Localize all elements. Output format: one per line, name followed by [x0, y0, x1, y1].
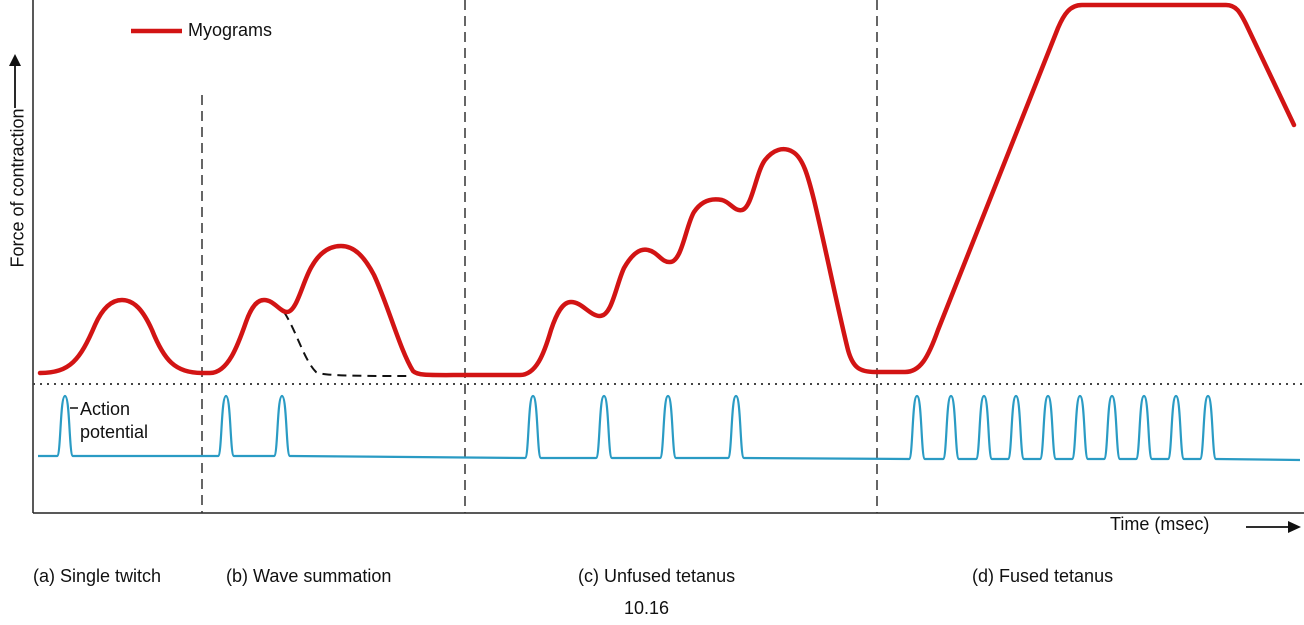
- action-potential-label-line1: Action: [80, 399, 131, 419]
- myogram-trace: [37, 2, 1297, 378]
- phase-label-fused-tetanus: (d) Fused tetanus: [972, 566, 1114, 586]
- action-potential-label-line2: potential: [80, 422, 149, 442]
- y-axis-label: Force of contraction: [7, 108, 28, 268]
- x-axis-label: Time (msec): [1110, 514, 1210, 534]
- phase-label-wave-summation: (b) Wave summation: [226, 566, 392, 586]
- action-potential-label: Action potential: [80, 398, 148, 444]
- phase-label-single-twitch: (a) Single twitch: [33, 566, 162, 586]
- x-axis-arrow-icon: [1246, 521, 1301, 533]
- phase-label-unfused-tetanus: (c) Unfused tetanus: [578, 566, 736, 586]
- single-twitch-decay-dashed: [283, 311, 413, 377]
- y-axis-arrow-icon: [9, 54, 21, 108]
- figure-number: 10.16: [624, 598, 670, 618]
- legend-label: Myograms: [188, 20, 273, 40]
- action-potential-trace: [38, 394, 1301, 462]
